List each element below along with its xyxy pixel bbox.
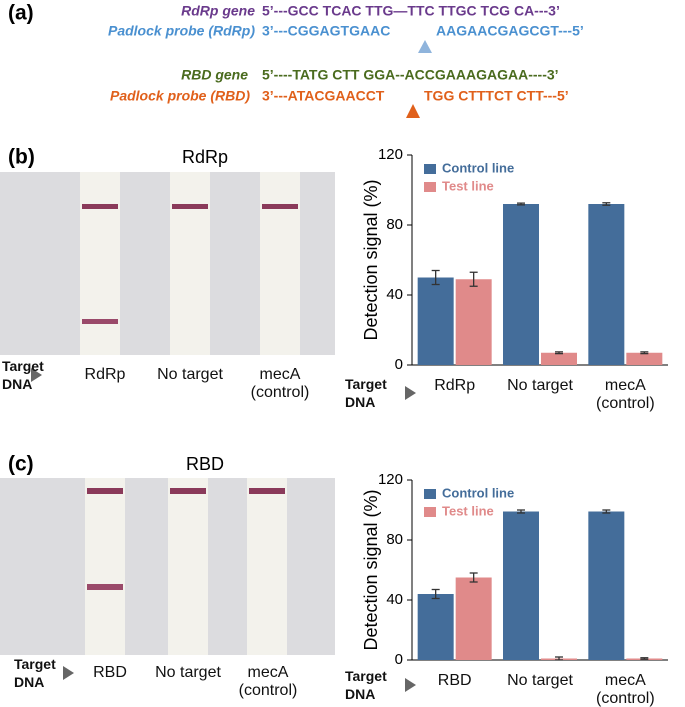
probe-name: Padlock probe (RdRp) [108,23,255,39]
control-band [170,488,206,494]
gene-name: RdRp gene [181,3,255,19]
sequence: 3’---CGGAGTGAAC [262,23,390,39]
x-tick-label: RdRp [434,377,476,394]
arrow [63,666,74,680]
bar [503,511,539,660]
y-tick-label: 0 [395,356,403,373]
probe-name: Padlock probe (RBD) [110,88,250,104]
lane-label: mecA (control) [250,366,310,401]
error-bar [431,588,440,600]
y-axis-label: Detection signal (%) [361,179,381,340]
control-band [249,488,285,494]
photo-title: RBD [186,454,224,474]
error-bar [431,269,440,286]
gene-name: RBD gene [181,67,248,83]
bar [588,204,625,365]
control-band [82,204,118,209]
x-tick-label: No target [507,672,573,689]
bar [588,511,625,660]
control-band [87,488,123,494]
ligation-site [418,40,432,53]
y-tick-label: 120 [378,146,403,163]
bar [455,279,492,365]
legend-label: Control line [442,485,514,500]
legend-swatch [424,182,436,192]
y-axis-label: Detection signal (%) [361,489,381,650]
legend-label: Test line [442,503,494,518]
error-bar [640,351,649,355]
error-bar [555,656,563,661]
lane-label: No target [155,664,221,681]
y-tick-label: 0 [395,651,403,668]
y-tick-label: 40 [386,286,403,303]
control-band [172,204,208,209]
sequence: 5’----TATG CTT GGA--ACCGAAAGAGAA----3’ [262,67,559,83]
legend-swatch [424,489,436,499]
y-tick-label: 40 [386,591,403,608]
legend-swatch [424,164,436,174]
test-band [87,584,123,590]
arrow [405,678,416,692]
strip [170,172,210,355]
bar [455,577,492,660]
error-bar [517,202,525,206]
sequence: 5’---GCC TCAC TTG—TTC TTGC TCG CA---3’ [262,3,560,19]
lane-label: mecA (control) [238,664,298,699]
test-band [82,319,118,324]
strip [85,478,125,655]
error-bar [469,271,478,287]
sequence: 3’---ATACGAACCT [262,88,385,104]
y-tick-label: 120 [378,471,403,488]
target-label: Target DNA [345,668,387,702]
error-bar [517,509,525,514]
bar [626,352,663,365]
x-tick-label: No target [507,377,573,394]
control-band [262,204,298,209]
strip [247,478,287,655]
photo-title: RdRp [182,147,228,167]
target-label: Target DNA [2,358,44,392]
x-tick-label: mecA (control) [595,377,655,412]
bar [417,277,454,365]
arrow [405,386,416,400]
strip [260,172,300,355]
panel-label: (a) [8,2,34,25]
sequence: TGG CTTTCT CTT---5’ [424,88,569,104]
error-bar [469,572,478,583]
lane-label: RBD [93,664,127,681]
panel-label: (c) [8,453,34,476]
x-tick-label: RBD [437,672,472,689]
error-bar [555,351,563,355]
legend-label: Control line [442,160,514,175]
y-tick-label: 80 [386,531,403,548]
target-label: Target DNA [14,656,56,690]
bar [503,204,539,365]
legend-swatch [424,507,436,517]
arrow [31,368,42,382]
sequence: AAGAACGAGCGT---5’ [436,23,584,39]
error-bar [602,509,611,514]
error-bar [602,202,611,206]
bar [541,352,577,365]
error-bar [640,657,649,660]
lane-label: No target [157,366,223,383]
legend-label: Test line [442,178,494,193]
strip [80,172,120,355]
ligation-site [406,104,420,118]
lane-label: RdRp [84,366,126,383]
strip [168,478,208,655]
x-tick-label: mecA (control) [595,672,655,707]
bar [417,594,454,660]
target-label: Target DNA [345,376,387,410]
panel-label: (b) [8,146,35,169]
y-tick-label: 80 [386,216,403,233]
